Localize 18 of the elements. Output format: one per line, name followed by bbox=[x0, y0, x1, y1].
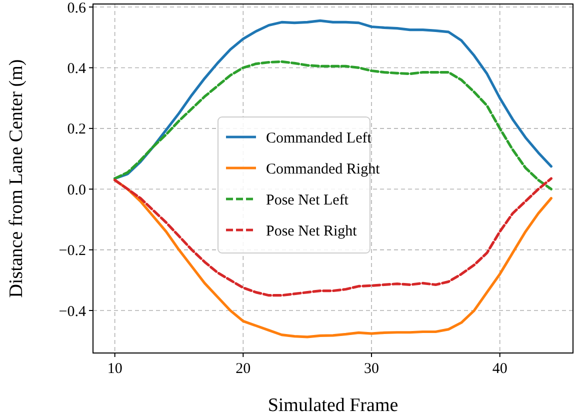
y-tick-label: 0.0 bbox=[67, 182, 86, 198]
x-tick-label: 40 bbox=[492, 361, 508, 377]
y-tick-label: −0.4 bbox=[58, 304, 86, 320]
line-series bbox=[114, 60, 552, 190]
legend-label: Pose Net Right bbox=[266, 223, 358, 240]
legend-label: Commanded Left bbox=[266, 130, 372, 146]
y-axis-title: Distance from Lane Center (m) bbox=[6, 59, 27, 298]
y-tick-label: 0.2 bbox=[67, 122, 86, 138]
y-tick-label: 0.6 bbox=[67, 0, 86, 16]
legend-label: Commanded Right bbox=[266, 161, 381, 178]
line-series bbox=[114, 177, 552, 297]
x-axis-title: Simulated Frame bbox=[268, 395, 398, 416]
x-tick-label: 30 bbox=[364, 361, 380, 377]
y-tick-label: 0.4 bbox=[67, 60, 86, 77]
y-tick-label: −0.2 bbox=[58, 243, 86, 260]
legend-label: Pose Net Left bbox=[266, 192, 350, 208]
x-tick-label: 10 bbox=[107, 361, 122, 377]
x-tick-label: 20 bbox=[236, 361, 251, 377]
